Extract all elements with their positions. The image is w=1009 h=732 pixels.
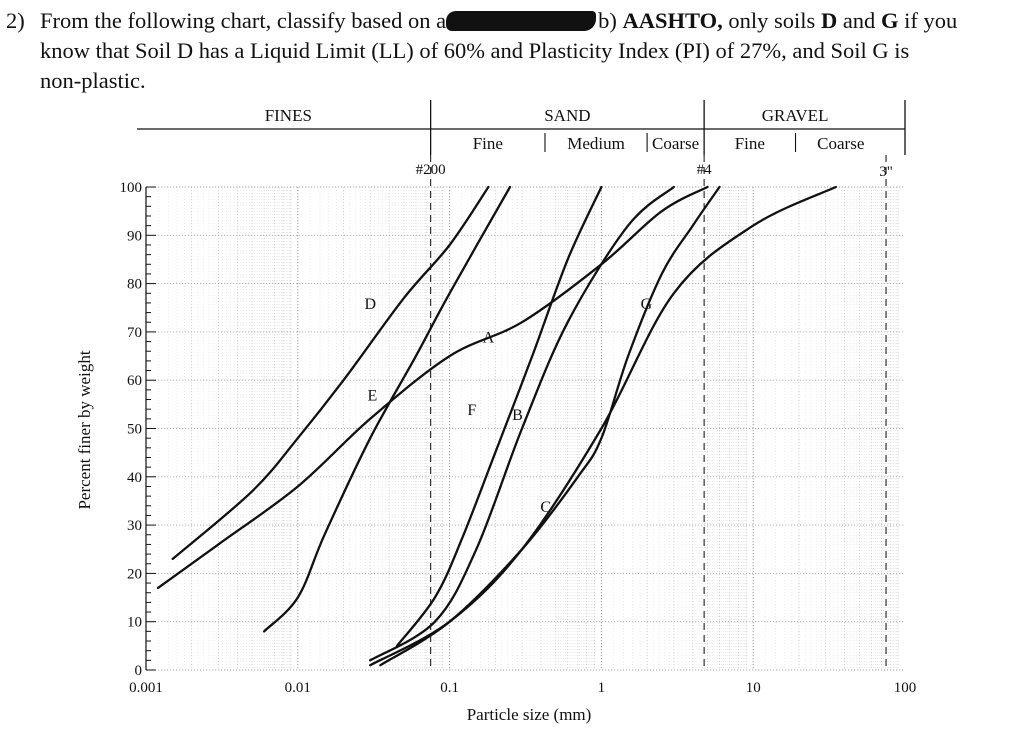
y-tick-label: 0 <box>135 663 143 679</box>
curve-b <box>395 185 603 648</box>
curve-label-g: G <box>641 296 653 313</box>
y-tick-label: 40 <box>127 470 142 486</box>
gradation-curves <box>156 185 837 667</box>
y-tick-label: 70 <box>127 325 142 341</box>
x-axis-label: Particle size (mm) <box>467 705 592 724</box>
x-tick-label: 0.001 <box>129 680 163 696</box>
subdivision-label: Coarse <box>817 134 864 153</box>
curve-e <box>262 185 512 633</box>
sieve-marker-label: 3" <box>879 164 893 180</box>
question-line-1: From the following chart, classify based… <box>40 6 957 35</box>
question-line1-mid: only soils <box>728 8 816 33</box>
question-line1-post: if you <box>904 8 958 33</box>
curve-f <box>369 185 675 662</box>
y-axis-label: Percent finer by weight <box>75 350 94 509</box>
question-soil-g: G <box>880 8 899 33</box>
subdivision-label: Medium <box>567 134 625 153</box>
chart-axes: 0 10 20 30 40 50 60 70 80 90 100 0.001 0.01 0.1 1 10 100 <box>120 180 917 696</box>
y-tick-label: 50 <box>127 422 142 438</box>
curve-label-f: F <box>467 402 476 419</box>
subdivision-label: Fine <box>473 134 503 153</box>
curve-labels: D E A F B C G <box>364 296 652 516</box>
curve-d <box>171 185 490 561</box>
question-line-3: non-plastic. <box>40 68 146 93</box>
x-tick-label: 10 <box>746 680 761 696</box>
question-line1-b: b) <box>598 8 617 33</box>
curve-label-d: D <box>364 296 376 313</box>
class-label: GRAVEL <box>762 106 829 125</box>
chart-grid <box>145 155 905 671</box>
y-tick-label: 30 <box>127 518 142 534</box>
question-aashto: AASHTO, <box>622 8 723 33</box>
y-tick-label: 80 <box>127 277 142 293</box>
y-tick-label: 20 <box>127 566 142 582</box>
curve-label-b: B <box>512 407 523 424</box>
y-tick-label: 10 <box>127 615 142 631</box>
question-line-2: know that Soil D has a Liquid Limit (LL)… <box>40 38 910 63</box>
question-line1-and: and <box>842 8 876 33</box>
curve-g <box>379 185 721 667</box>
y-tick-label: 90 <box>127 228 142 244</box>
question-line1-pre: From the following chart, classify based… <box>40 8 447 33</box>
class-label: FINES <box>265 106 312 125</box>
sieve-marker-label: #4 <box>697 162 713 178</box>
question-number: 2) <box>6 8 25 33</box>
curve-c <box>369 185 837 667</box>
y-tick-label: 100 <box>120 180 143 196</box>
y-tick-label: 60 <box>127 373 142 389</box>
subdivision-label: Coarse <box>652 134 699 153</box>
class-label: SAND <box>544 106 590 125</box>
x-tick-label: 1 <box>598 680 606 696</box>
redaction-mark <box>446 11 597 31</box>
curve-label-a: A <box>483 330 495 347</box>
x-tick-label: 0.01 <box>285 680 311 696</box>
subdivision-label: Fine <box>735 134 765 153</box>
soil-class-header: #200 #4 3" FINES SAND Fine Medium Coarse GRAVEL F… <box>137 100 906 180</box>
x-tick-label: 100 <box>894 680 917 696</box>
curve-label-c: C <box>540 499 551 516</box>
curve-a <box>156 185 709 590</box>
question-soil-d: D <box>820 8 838 33</box>
x-tick-label: 0.1 <box>440 680 459 696</box>
sieve-marker-label: #200 <box>416 162 446 178</box>
curve-label-e: E <box>367 388 377 405</box>
